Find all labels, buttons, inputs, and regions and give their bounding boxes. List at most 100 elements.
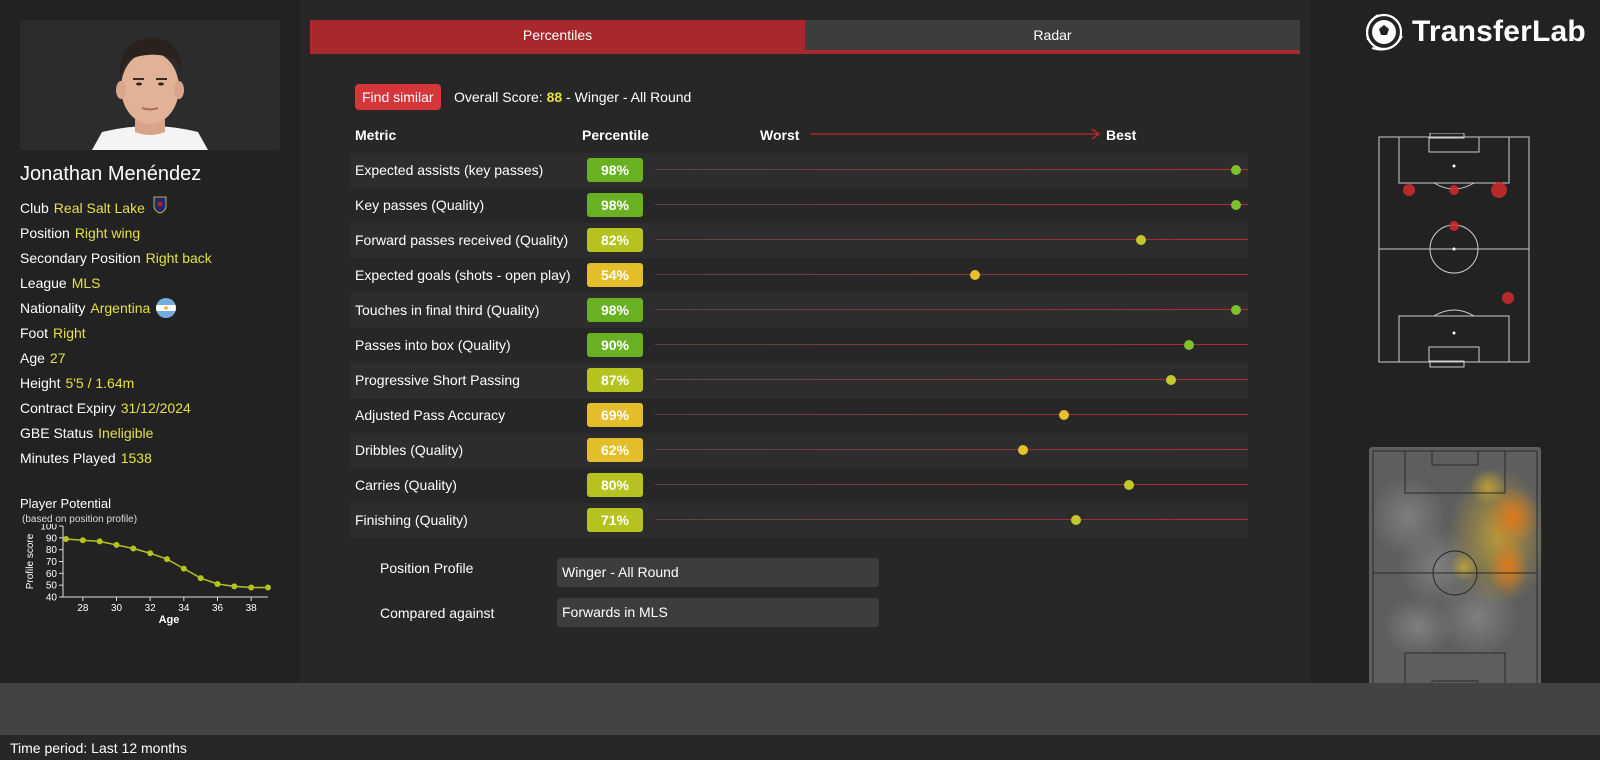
player-panel: Jonathan Menéndez Club Real Salt Lake Po… <box>0 0 300 683</box>
potential-subtitle: (based on position profile) <box>22 514 138 525</box>
potential-point <box>79 537 86 544</box>
metric-name: Carries (Quality) <box>355 477 457 493</box>
info-age: Age 27 <box>20 345 212 370</box>
percentile-badge: 98% <box>587 158 643 182</box>
compared-against-select[interactable]: Forwards in MLS <box>557 598 879 627</box>
info-label: Nationality <box>20 299 86 316</box>
percentile-track <box>655 410 1248 420</box>
info-label: GBE Status <box>20 424 94 441</box>
info-value: 1538 <box>120 449 152 466</box>
percentile-badge: 82% <box>587 228 643 252</box>
y-tick-label: 90 <box>46 533 58 544</box>
y-tick-label: 60 <box>46 569 58 580</box>
worst-to-best-arrow-icon <box>810 128 1101 140</box>
percentile-badge: 98% <box>587 298 643 322</box>
metric-row: Adjusted Pass Accuracy 69% <box>350 398 1248 433</box>
percentile-marker <box>1124 480 1135 490</box>
player-name: Jonathan Menéndez <box>20 163 202 185</box>
overall-score: Overall Score: 88 - Winger - All Round <box>454 89 691 105</box>
percentile-marker <box>1136 235 1147 245</box>
percentile-badge: 71% <box>587 508 643 532</box>
metrics-table: Expected assists (key passes) 98% Key pass… <box>350 153 1248 538</box>
metric-name: Adjusted Pass Accuracy <box>355 407 506 423</box>
overall-prefix: Overall Score: <box>454 89 547 105</box>
info-value: 27 <box>49 349 66 366</box>
y-tick-label: 50 <box>46 581 58 592</box>
potential-point <box>63 536 69 543</box>
metric-row: Touches in final third (Quality) 98% <box>350 293 1248 328</box>
footer-bar <box>0 683 1600 735</box>
x-tick-label: 36 <box>212 603 224 614</box>
potential-point <box>113 541 120 548</box>
x-tick-label: 28 <box>77 603 89 614</box>
x-tick-label: 34 <box>178 603 190 614</box>
info-value: Right <box>53 324 86 341</box>
percentile-marker <box>1059 410 1070 420</box>
metric-name: Touches in final third (Quality) <box>355 302 540 318</box>
potential-point <box>96 538 103 545</box>
transferlab-ball-icon <box>1365 13 1403 51</box>
tab-percentiles[interactable]: Percentiles <box>310 20 805 50</box>
metric-row: Dribbles (Quality) 62% <box>350 433 1248 468</box>
metric-name: Finishing (Quality) <box>355 512 468 528</box>
potential-title: Player Potential <box>20 496 112 511</box>
info-gbe-status: GBE Status Ineligible <box>20 420 212 445</box>
potential-point <box>248 584 255 591</box>
x-tick-label: 38 <box>246 603 258 614</box>
metric-row: Passes into box (Quality) 90% <box>350 328 1248 363</box>
metric-row: Finishing (Quality) 71% <box>350 503 1248 538</box>
info-value: Right back <box>145 249 212 266</box>
potential-point <box>265 584 271 591</box>
percentile-marker <box>1183 340 1194 350</box>
metric-name: Passes into box (Quality) <box>355 337 511 353</box>
metric-name: Expected goals (shots - open play) <box>355 267 571 283</box>
percentile-badge: 87% <box>587 368 643 392</box>
header-percentile: Percentile <box>582 127 649 143</box>
percentile-track <box>655 375 1248 385</box>
club-crest-icon <box>153 196 167 220</box>
metric-name: Forward passes received (Quality) <box>355 232 569 248</box>
info-label: Club <box>20 199 49 216</box>
percentile-marker <box>1231 165 1242 175</box>
player-photo <box>20 20 280 150</box>
x-tick-label: 32 <box>145 603 157 614</box>
brand-logo: TransferLab <box>1362 10 1586 54</box>
overall-suffix: - Winger - All Round <box>562 89 692 105</box>
info-league: League MLS <box>20 270 212 295</box>
argentina-flag-icon <box>156 297 177 318</box>
y-tick-label: 70 <box>46 557 58 568</box>
info-label: Contract Expiry <box>20 399 116 416</box>
metric-name: Dribbles (Quality) <box>355 442 464 458</box>
position-profile-select[interactable]: Winger - All Round <box>557 558 879 587</box>
info-secondary-position: Secondary Position Right back <box>20 245 212 270</box>
footer-strip <box>0 735 1600 760</box>
percentile-badge: 54% <box>587 263 643 287</box>
potential-point <box>214 580 221 587</box>
info-value: Right wing <box>74 224 141 241</box>
percentile-track <box>655 270 1248 280</box>
metric-row: Progressive Short Passing 87% <box>350 363 1248 398</box>
percentile-badge: 80% <box>587 473 643 497</box>
potential-point <box>197 575 204 582</box>
percentile-track <box>655 200 1248 210</box>
heatmap-pitch <box>1369 447 1542 699</box>
tab-radar[interactable]: Radar <box>805 20 1300 50</box>
find-similar-button[interactable]: Find similar <box>355 84 441 110</box>
metric-name: Key passes (Quality) <box>355 197 485 213</box>
info-label: Position <box>20 224 70 241</box>
view-tabs: Percentiles Radar <box>310 20 1300 54</box>
info-label: Foot <box>20 324 49 341</box>
compared-against-label: Compared against <box>380 605 495 621</box>
metric-name: Expected assists (key passes) <box>355 162 544 178</box>
percentile-badge: 98% <box>587 193 643 217</box>
header-metric: Metric <box>355 127 397 143</box>
info-contract-expiry: Contract Expiry 31/12/2024 <box>20 395 212 420</box>
percentile-marker <box>1165 375 1176 385</box>
info-minutes-played: Minutes Played 1538 <box>20 445 212 470</box>
x-tick-label: 30 <box>111 603 123 614</box>
club-link[interactable]: Real Salt Lake <box>53 199 145 216</box>
position-pitch-map <box>1378 133 1530 368</box>
league-link[interactable]: MLS <box>71 274 101 291</box>
x-axis-label: Age <box>159 614 180 626</box>
potential-line <box>65 538 268 589</box>
